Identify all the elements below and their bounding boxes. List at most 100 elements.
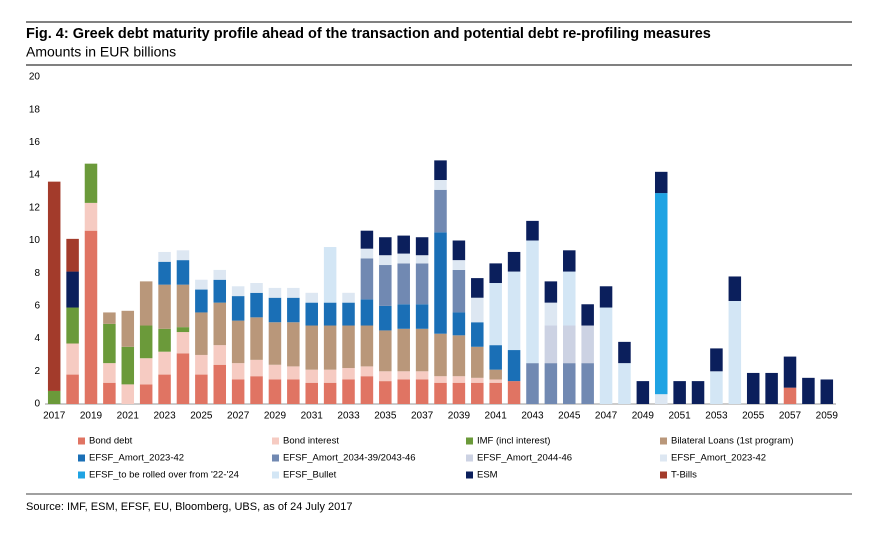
bar-segment	[250, 376, 263, 404]
bar-segment	[563, 363, 576, 404]
bar-segment	[434, 333, 447, 377]
bar-segment	[563, 250, 576, 272]
y-tick-label: 4	[34, 333, 40, 344]
bar-segment	[434, 232, 447, 334]
bar-segment	[415, 328, 429, 372]
bar-segment	[397, 235, 410, 254]
legend-swatch	[466, 471, 473, 479]
bar-segment	[195, 354, 208, 375]
bar-segment	[158, 351, 171, 375]
legend-label: EFSF_Amort_2023-42	[671, 453, 766, 464]
bar-segment	[305, 325, 318, 370]
bar-segment	[231, 379, 245, 404]
x-tick-label: 2035	[374, 411, 397, 422]
bar-segment	[802, 377, 815, 404]
bar-segment	[452, 382, 466, 404]
legend-label: EFSF_to be rolled over from '22-'24	[89, 470, 239, 481]
x-tick-label: 2023	[153, 411, 176, 422]
bar-segment	[507, 251, 521, 272]
bar-segment	[415, 237, 429, 256]
bar-segment	[507, 350, 521, 382]
bar-segment	[213, 279, 227, 303]
bar-segment	[176, 332, 190, 354]
bar-segment	[397, 253, 410, 264]
y-tick-label: 10	[29, 235, 41, 246]
bar-segment	[379, 255, 392, 266]
legend-swatch	[272, 437, 279, 445]
x-tick-label: 2045	[558, 411, 581, 422]
bar-segment	[195, 374, 208, 404]
legend-swatch	[272, 471, 279, 479]
bar-segment	[121, 346, 135, 385]
bar-segment	[379, 381, 392, 404]
bar-segment	[563, 325, 576, 364]
bar-segment	[471, 322, 484, 347]
bar-segment	[765, 372, 778, 404]
legend-swatch	[466, 454, 473, 462]
bar-segment	[323, 369, 337, 383]
bar-segment	[489, 369, 502, 380]
bar-segment	[158, 251, 171, 262]
bar-segment	[342, 368, 355, 380]
legend-label: EFSF_Bullet	[283, 470, 337, 481]
bar-segment	[213, 364, 227, 404]
legend-label: EFSF_Amort_2044-46	[477, 453, 572, 464]
bar-segment	[103, 323, 116, 364]
legend-swatch	[466, 437, 473, 445]
bar-segment	[397, 371, 410, 380]
bar-segment	[471, 346, 484, 378]
bar-segment	[360, 248, 374, 259]
bar-segment	[489, 263, 502, 284]
bar-segment	[581, 325, 594, 364]
bar-segment	[268, 287, 282, 298]
bar-segment	[213, 345, 227, 365]
bar-segment	[250, 283, 263, 293]
bar-segment	[434, 376, 447, 383]
bar-segment	[618, 363, 631, 404]
x-tick-label: 2039	[448, 411, 471, 422]
bar-segment	[415, 371, 429, 380]
bar-segment	[342, 379, 355, 404]
bar-segment	[710, 348, 723, 372]
bar-segment	[654, 193, 668, 395]
bar-segment	[176, 250, 190, 261]
bar-segment	[489, 379, 502, 383]
bar-segment	[507, 381, 521, 404]
bar-segment	[746, 372, 760, 404]
bar-segment	[452, 312, 466, 336]
bar-segment	[452, 335, 466, 377]
bar-segment	[379, 265, 392, 306]
x-tick-label: 2051	[669, 411, 692, 422]
chart-subtitle: Amounts in EUR billions	[26, 44, 176, 60]
y-tick-label: 8	[34, 268, 40, 279]
bar-segment	[195, 289, 208, 313]
bar-segment	[342, 325, 355, 369]
bar-segment	[66, 238, 79, 272]
bar-segment	[213, 269, 227, 280]
bar-segment	[452, 269, 466, 313]
legend-swatch	[660, 454, 667, 462]
x-tick-label: 2057	[779, 411, 802, 422]
bar-segment	[452, 260, 466, 270]
legend-label: T-Bills	[671, 470, 697, 481]
legend-label: EFSF_Amort_2023-42	[89, 453, 184, 464]
y-tick-label: 20	[29, 72, 41, 83]
bar-segment	[268, 322, 282, 365]
bar-segment	[176, 353, 190, 404]
bar-segment	[489, 345, 502, 370]
bar-segment	[526, 220, 539, 241]
x-tick-label: 2041	[485, 411, 508, 422]
bar-segment	[158, 328, 171, 352]
bar-segment	[66, 374, 79, 404]
bar-segment	[507, 271, 521, 351]
bar-segment	[231, 296, 245, 321]
legend-label: Bilateral Loans (1st program)	[671, 436, 794, 447]
x-tick-label: 2047	[595, 411, 618, 422]
bar-segment	[213, 302, 227, 346]
legend-label: Bond interest	[283, 436, 339, 447]
bar-segment	[84, 230, 98, 404]
x-tick-label: 2025	[190, 411, 213, 422]
x-tick-label: 2029	[264, 411, 287, 422]
y-tick-label: 12	[29, 202, 41, 213]
bar-segment	[305, 302, 318, 326]
